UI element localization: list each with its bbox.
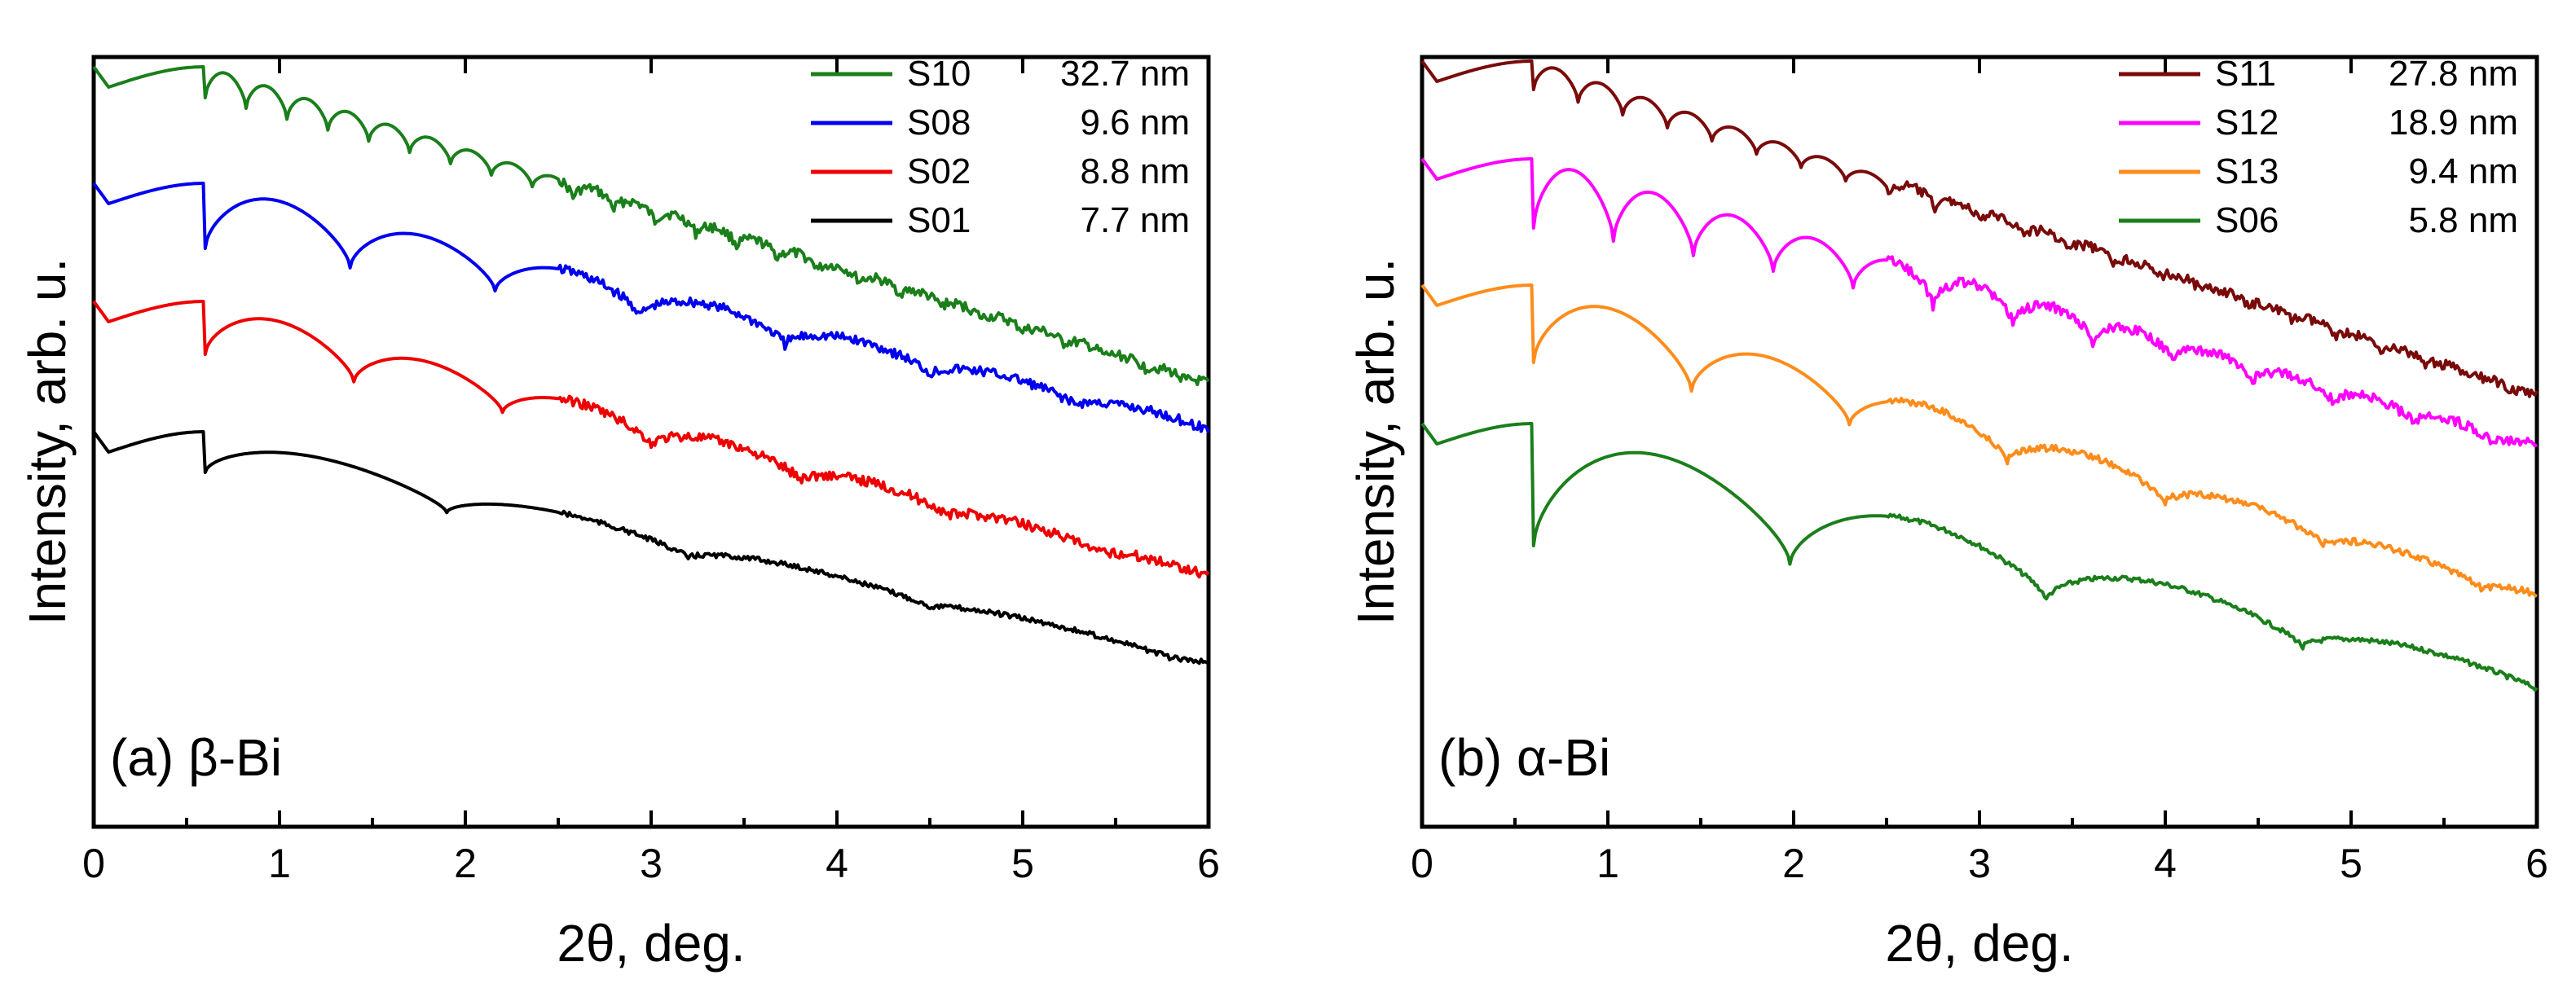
legend-thickness-s06: 5.8 nm: [2408, 200, 2518, 240]
series-line-s08: [92, 182, 1210, 433]
x-tick-label: 0: [82, 841, 105, 886]
x-tick-label: 2: [454, 841, 477, 886]
series-line-s11: [1420, 59, 2539, 398]
x-tick-label: 4: [2154, 841, 2177, 886]
panel-b-x-axis-title: 2θ, deg.: [1885, 914, 2073, 973]
legend-thickness-s01: 7.7 nm: [1080, 200, 1190, 240]
panel-a-x-axis-title: 2θ, deg.: [557, 914, 745, 973]
panel-a-legend: S10 32.7 nm S08 9.6 nm S02 8.8 nm S01 7.7 nm: [811, 54, 1190, 240]
x-tick-label: 5: [1011, 841, 1034, 886]
panel-b-x-ticks: 0 1 2 3 4 5 6: [1411, 57, 2548, 886]
x-tick-label: 6: [2525, 841, 2548, 886]
x-tick-label: 5: [2340, 841, 2362, 886]
series-line-s12: [1420, 157, 2539, 448]
panel-b-legend: S11 27.8 nm S12 18.9 nm S13 9.4 nm S06 5.8 nm: [2119, 54, 2518, 240]
panel-b-chart: 0 1 2 3 4 5 6 S11 27.8 nm S12 18.9 nm S13 9.4 nm S06…: [1346, 54, 2548, 973]
x-tick-label: 2: [1782, 841, 1805, 886]
series-line-s06: [1420, 422, 2539, 692]
x-tick-label: 0: [1411, 841, 1433, 886]
legend-thickness-s02: 8.8 nm: [1080, 152, 1190, 191]
legend-label-s13: S13: [2215, 152, 2279, 191]
legend-label-s12: S12: [2215, 103, 2279, 143]
x-tick-label: 1: [1596, 841, 1619, 886]
panel-b-y-axis-title: Intensity, arb. u.: [1346, 258, 1405, 626]
legend-thickness-s13: 9.4 nm: [2408, 152, 2518, 191]
x-tick-label: 4: [826, 841, 848, 886]
legend-thickness-s12: 18.9 nm: [2389, 103, 2518, 143]
legend-label-s08: S08: [907, 103, 971, 143]
panel-a-y-axis-title: Intensity, arb. u.: [18, 258, 77, 626]
legend-thickness-s08: 9.6 nm: [1080, 103, 1190, 143]
legend-label-s10: S10: [907, 54, 971, 94]
x-tick-label: 3: [1968, 841, 1991, 886]
legend-label-s11: S11: [2215, 54, 2276, 94]
legend-thickness-s11: 27.8 nm: [2389, 54, 2518, 94]
x-tick-label: 1: [268, 841, 291, 886]
legend-thickness-s10: 32.7 nm: [1060, 54, 1190, 94]
x-tick-label: 6: [1197, 841, 1220, 886]
series-line-s01: [92, 430, 1209, 665]
series-line-s13: [1420, 283, 2538, 598]
series-line-s02: [92, 300, 1210, 579]
legend-label-s01: S01: [907, 200, 971, 240]
panel-a-chart: 0 1 2 3 4 5 6 S10 32.7 nm S08 9.6 nm S02 8.8 nm S01 7…: [18, 54, 1220, 973]
panel-b-label: (b) α-Bi: [1438, 728, 1610, 787]
legend-label-s02: S02: [907, 152, 971, 191]
series-line-s10: [92, 65, 1210, 387]
panel-a-x-ticks: 0 1 2 3 4 5 6: [82, 57, 1220, 886]
x-tick-label: 3: [640, 841, 663, 886]
panel-b-plot-frame: [1420, 55, 2539, 829]
panel-a-series-lines: [92, 65, 1210, 665]
panel-b-series-lines: [1420, 59, 2539, 692]
panel-a-label: (a) β-Bi: [110, 728, 282, 787]
legend-label-s06: S06: [2215, 200, 2279, 240]
